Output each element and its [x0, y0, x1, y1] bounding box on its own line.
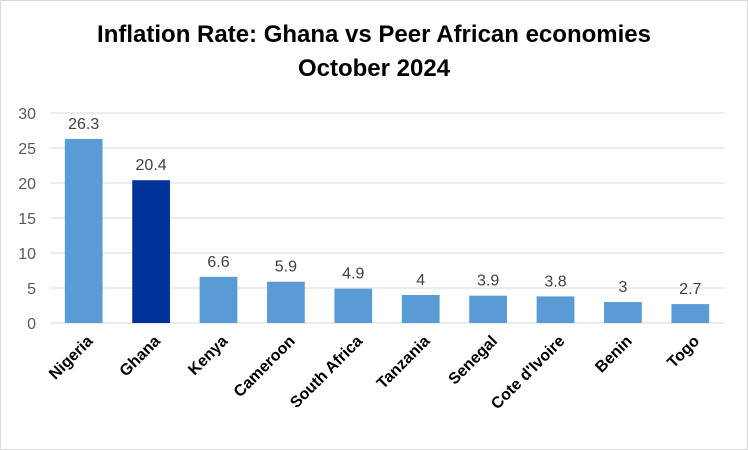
y-tick-label: 5 — [27, 281, 36, 298]
bar — [132, 180, 170, 323]
chart-title-block: Inflation Rate: Ghana vs Peer African ec… — [0, 18, 748, 86]
x-tick-label: Senegal — [446, 333, 501, 388]
x-tick-label: Benin — [592, 333, 635, 376]
bar — [536, 296, 575, 323]
data-label: 20.4 — [136, 157, 167, 174]
x-tick-label: Cameroon — [231, 333, 299, 401]
data-label: 2.7 — [679, 281, 701, 298]
y-tick-label: 20 — [18, 176, 36, 193]
y-tick-label: 0 — [27, 316, 36, 333]
data-label: 6.6 — [207, 254, 229, 271]
x-tick-label: Ghana — [117, 333, 164, 380]
chart-title: Inflation Rate: Ghana vs Peer African ec… — [97, 21, 651, 48]
bar — [671, 304, 710, 323]
y-tick-label: 10 — [18, 246, 36, 263]
bar — [604, 302, 642, 323]
bar — [401, 295, 440, 323]
x-tick-label: Kenya — [185, 333, 231, 379]
x-tick-label: Togo — [664, 333, 703, 372]
bar — [199, 276, 238, 323]
bar — [469, 295, 507, 323]
y-tick-label: 25 — [18, 141, 36, 158]
data-label: 3 — [618, 279, 627, 296]
bar — [334, 288, 373, 323]
x-tick-label: South Africa — [287, 333, 366, 412]
data-label: 3.9 — [477, 273, 499, 290]
data-label: 5.9 — [275, 259, 297, 276]
data-label: 4.9 — [342, 266, 364, 283]
data-label: 26.3 — [68, 116, 99, 133]
y-tick-label: 30 — [18, 106, 36, 123]
bar — [267, 281, 305, 323]
chart-subtitle: October 2024 — [297, 55, 451, 82]
y-axis-ticks: 0 5 10 15 20 25 30 — [18, 106, 36, 333]
bar — [64, 138, 103, 323]
bars — [64, 138, 710, 323]
data-labels: 26.3 20.4 6.6 5.9 4.9 4 3.9 3.8 3 2.7 — [68, 116, 701, 298]
data-label: 3.8 — [544, 273, 566, 290]
x-tick-label: Nigeria — [46, 333, 96, 383]
data-label: 4 — [416, 272, 425, 289]
y-tick-label: 15 — [18, 211, 36, 228]
x-tick-label: Tanzania — [374, 333, 434, 393]
